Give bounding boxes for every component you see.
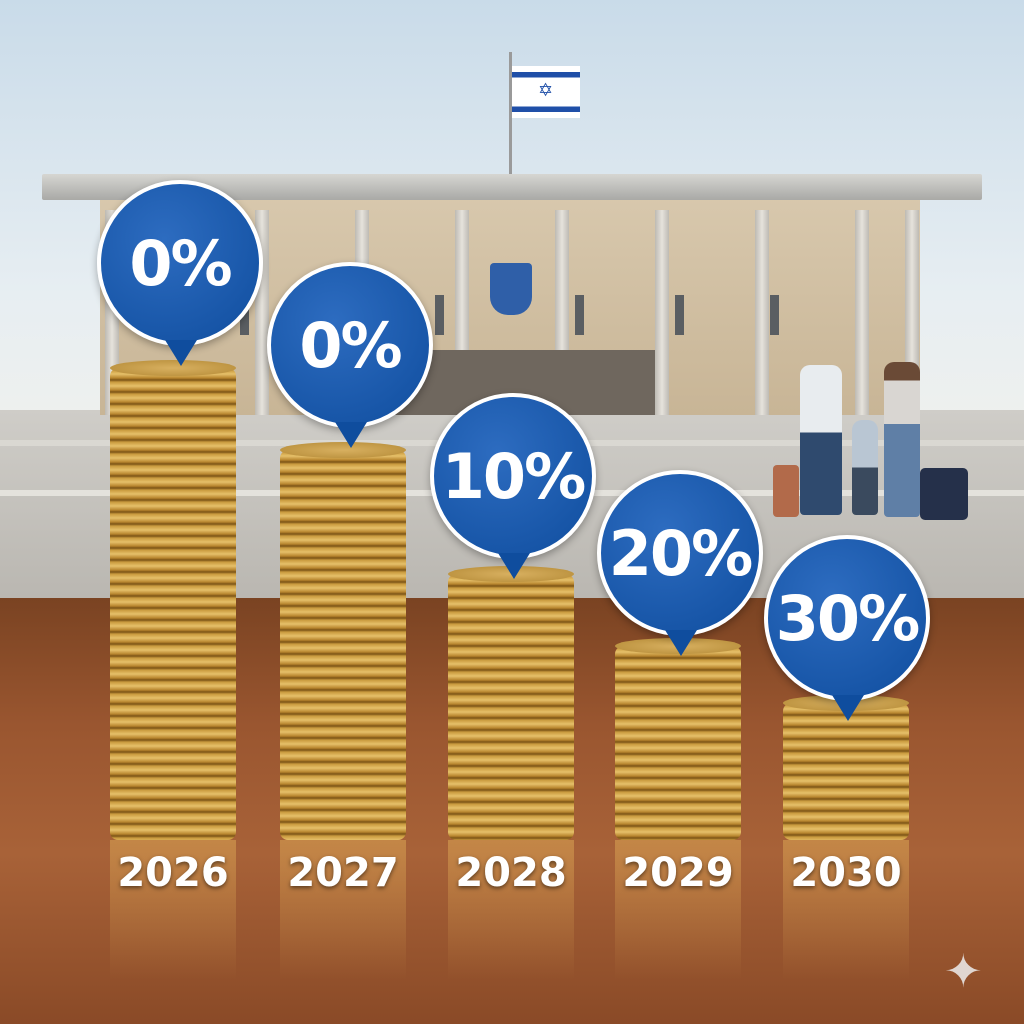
coin-stack-2028 [448, 566, 574, 840]
suitcase [920, 468, 968, 520]
reflection [615, 840, 741, 980]
year-label: 2027 [287, 850, 399, 896]
reflection [448, 840, 574, 980]
percent-bubble-2026: 0% [97, 180, 263, 366]
menorah-emblem-icon [490, 263, 532, 315]
year-label: 2030 [790, 850, 902, 896]
israel-flag-icon: ✡ [512, 66, 580, 118]
year-label: 2029 [622, 850, 734, 896]
reflection [783, 840, 909, 980]
coin-stack-2030 [783, 695, 909, 840]
coin-stack-2029 [615, 638, 741, 840]
reflection [110, 840, 236, 980]
sparkle-icon: ✦ [944, 944, 983, 998]
percent-bubble-2030: 30% [764, 535, 930, 721]
year-label: 2028 [455, 850, 567, 896]
suitcase [773, 465, 799, 517]
year-label: 2026 [117, 850, 229, 896]
percent-bubble-2028: 10% [430, 393, 596, 579]
percent-bubble-2029: 20% [597, 470, 763, 656]
coin-stack-2026 [110, 360, 236, 840]
reflection [280, 840, 406, 980]
flagpole [509, 52, 512, 177]
percent-bubble-2027: 0% [267, 262, 433, 448]
coin-stack-2027 [280, 442, 406, 840]
